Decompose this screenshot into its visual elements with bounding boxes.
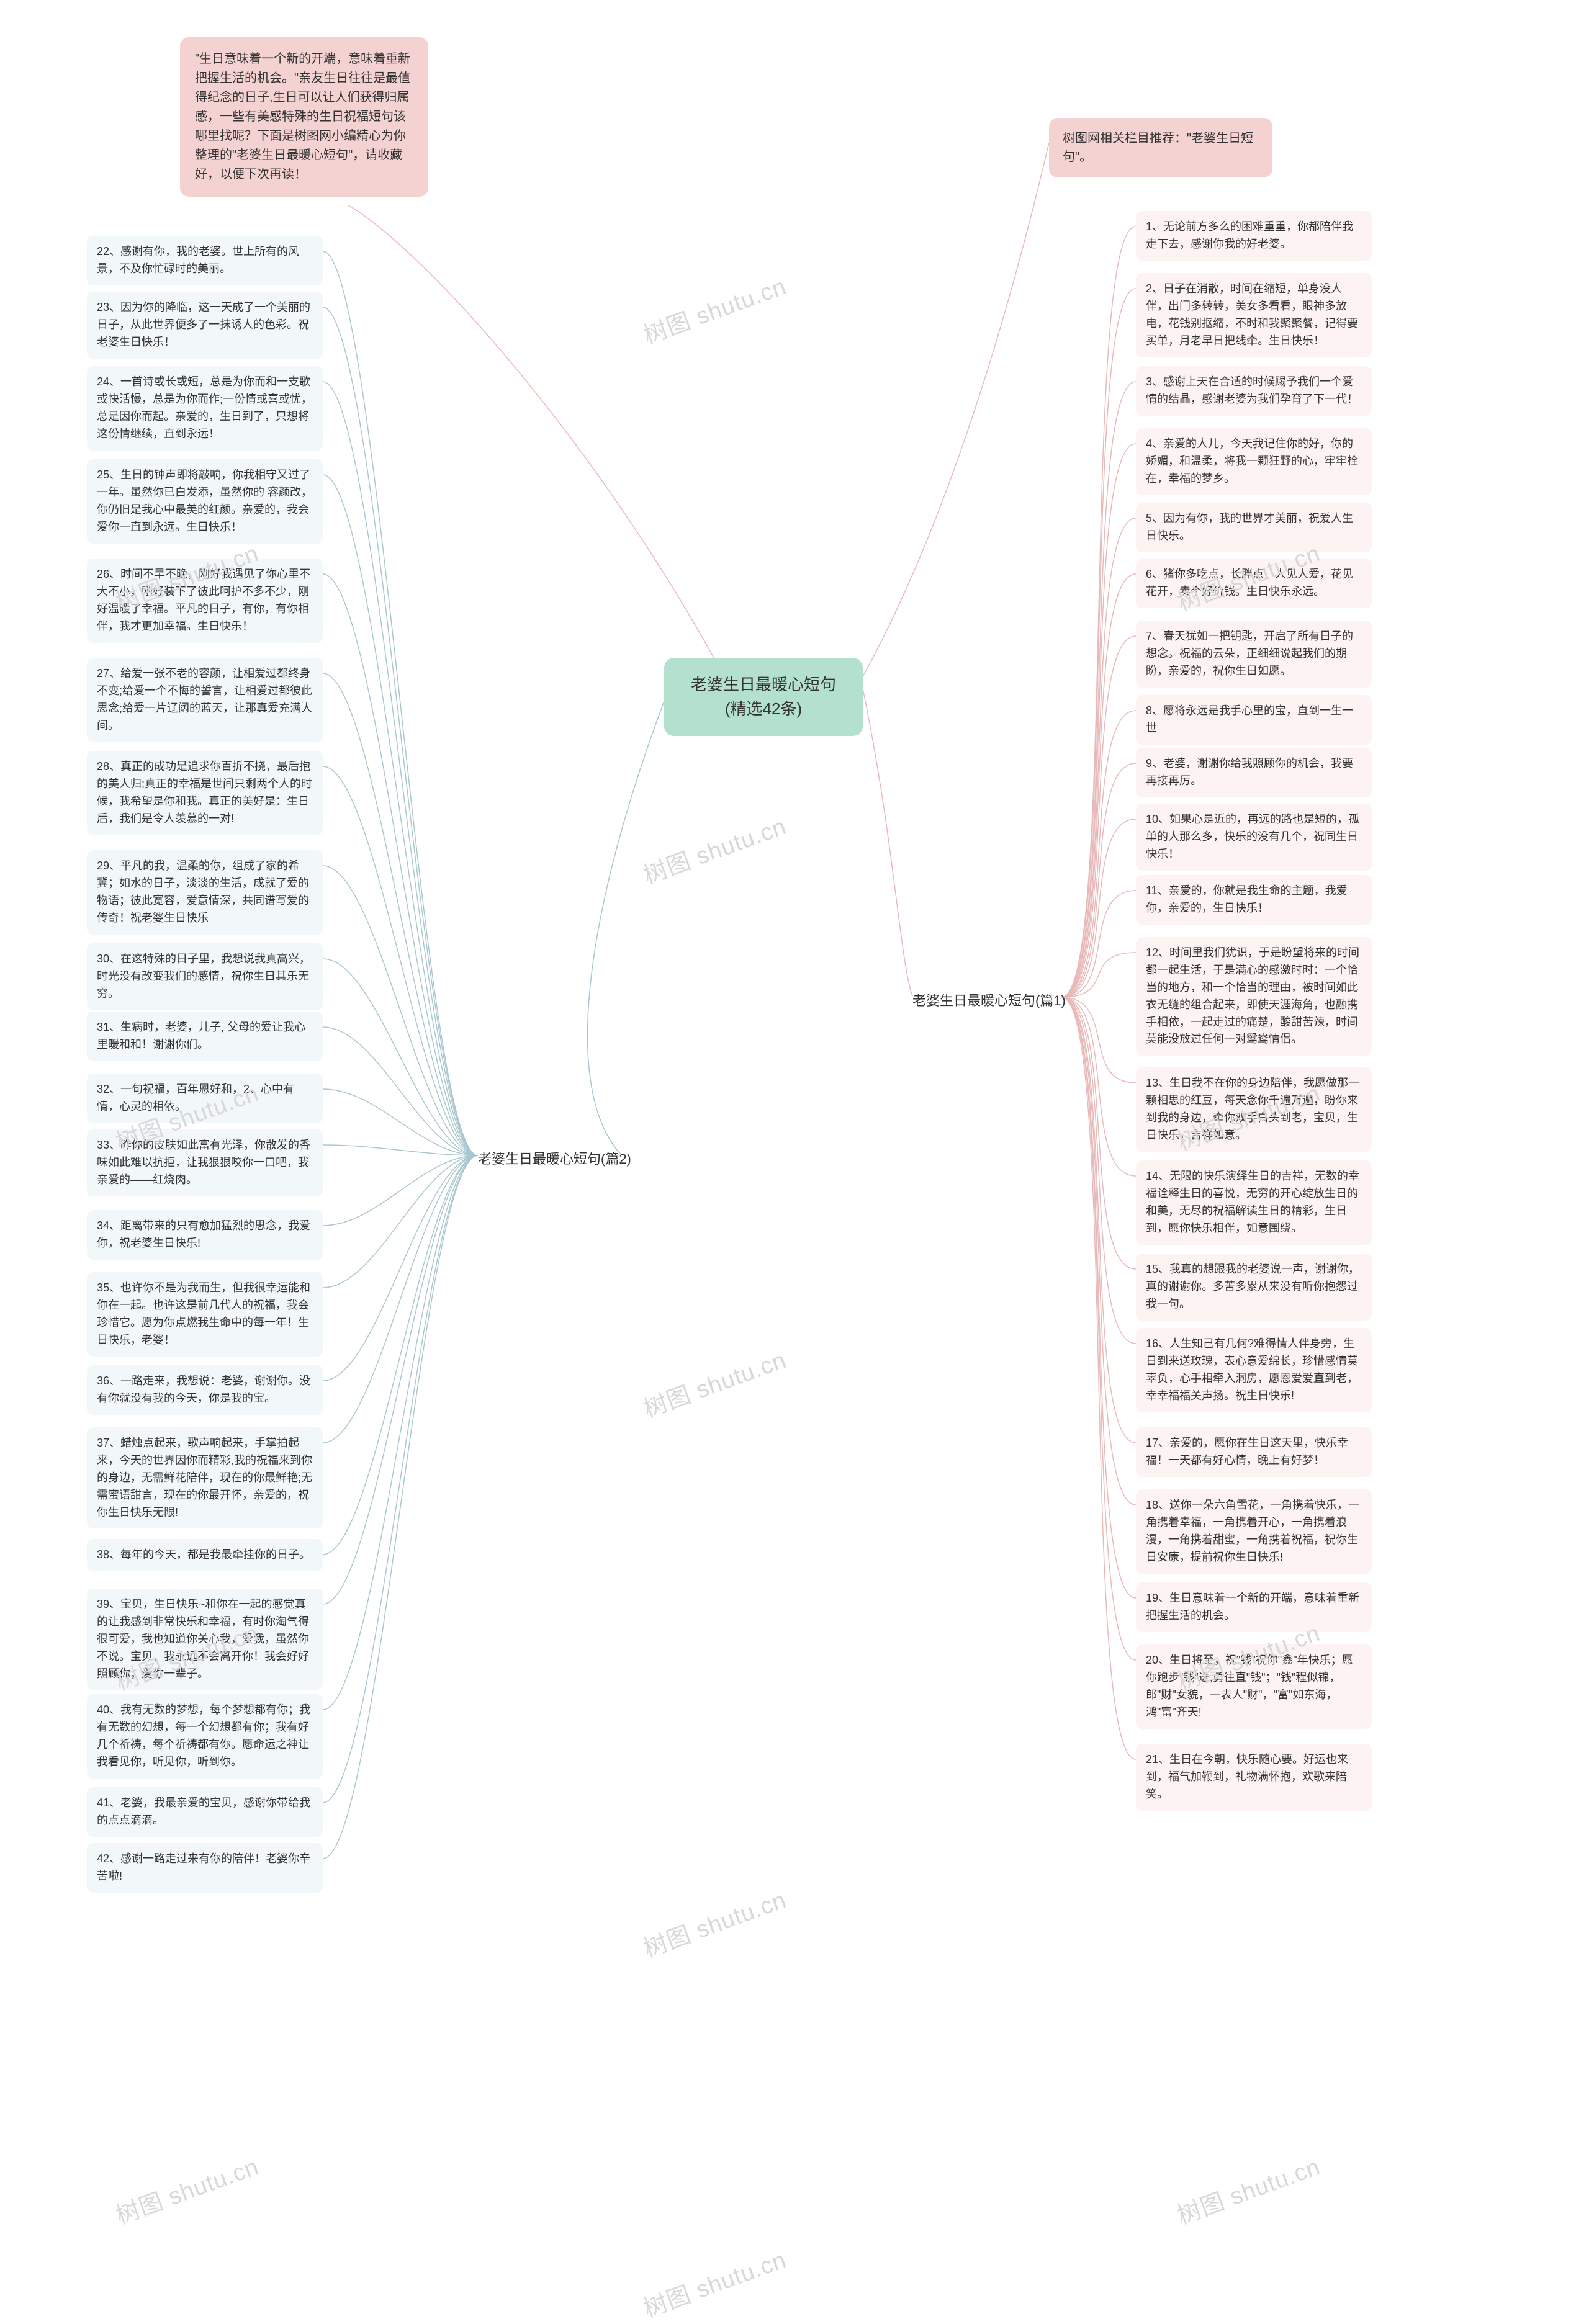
list-item: 32、一句祝福，百年恩好和，2、心中有情，心灵的相依。 [87, 1074, 323, 1123]
list-item: 12、时间里我们犹识，于是盼望将来的时间都一起生活，于是满心的感激时时：一个恰当… [1136, 937, 1372, 1056]
list-item: 9、老婆，谢谢你给我照顾你的机会，我要再接再厉。 [1136, 748, 1372, 797]
list-item: 25、生日的钟声即将敲响，你我相守又过了一年。虽然你已白发添，虽然你的 容颜改，… [87, 459, 323, 544]
list-item: 33、昨你的皮肤如此富有光泽，你散发的香味如此难以抗拒，让我狠狠咬你一口吧，我亲… [87, 1129, 323, 1196]
list-item: 3、感谢上天在合适的时候赐予我们一个爱情的结晶，感谢老婆为我们孕育了下一代！ [1136, 366, 1372, 416]
list-item: 4、亲爱的人儿，今天我记住你的好，你的娇媚，和温柔，将我一颗狂野的心，牢牢栓在，… [1136, 428, 1372, 495]
list-item: 37、蜡烛点起来，歌声响起来，手掌拍起来，今天的世界因你而精彩,我的祝福来到你的… [87, 1427, 323, 1528]
center-text: 老婆生日最暖心短句(精选42条) [691, 675, 836, 718]
list-item: 14、无限的快乐演绎生日的吉祥，无数的幸福诠释生日的喜悦，无穷的开心绽放生日的和… [1136, 1160, 1372, 1245]
list-item: 10、如果心是近的，再远的路也是短的，孤单的人那么多，快乐的没有几个，祝同生日快… [1136, 804, 1372, 871]
list-item: 38、每年的今天，都是我最牵挂你的日子。 [87, 1539, 323, 1571]
recommend-bubble: 树图网相关栏目推荐："老婆生日短句"。 [1049, 118, 1272, 177]
list-item: 1、无论前方多么的困难重重，你都陪伴我走下去，感谢你我的好老婆。 [1136, 211, 1372, 261]
watermark: 树图 shutu.cn [110, 2147, 263, 2230]
section-label-left-text: 老婆生日最暖心短句(篇2) [478, 1151, 631, 1167]
section-label-left: 老婆生日最暖心短句(篇2) [478, 1148, 631, 1168]
list-item: 13、生日我不在你的身边陪伴，我愿做那一颗相思的红豆，每天念你千遍万遍，盼你来到… [1136, 1067, 1372, 1152]
list-item: 7、春天犹如一把钥匙，开启了所有日子的想念。祝福的云朵，正细细说起我们的期盼，亲… [1136, 621, 1372, 688]
list-item: 29、平凡的我，温柔的你，组成了家的希冀；如水的日子，淡淡的生活，成就了爱的物语… [87, 850, 323, 935]
list-item: 41、老婆，我最亲爱的宝贝，感谢你带给我的点点滴滴。 [87, 1787, 323, 1837]
list-item: 17、亲爱的，愿你在生日这天里，快乐幸福！一天都有好心情，晚上有好梦！ [1136, 1427, 1372, 1477]
list-item: 35、也许你不是为我而生，但我很幸运能和你在一起。也许这是前几代人的祝福，我会珍… [87, 1272, 323, 1357]
watermark: 树图 shutu.cn [1172, 2147, 1324, 2230]
list-item: 31、生病时，老婆，儿子, 父母的爱让我心里暖和和！谢谢你们。 [87, 1012, 323, 1061]
list-item: 34、距离带来的只有愈加猛烈的思念，我爱你，祝老婆生日快乐! [87, 1210, 323, 1260]
section-label-right: 老婆生日最暖心短句(篇1) [912, 990, 1066, 1010]
intro-bubble: "生日意味着一个新的开端，意味着重新把握生活的机会。"亲友生日往往是最值得纪念的… [180, 37, 428, 197]
list-item: 24、一首诗或长或短，总是为你而和一支歌或快活慢，总是为你而作;一份情或喜或忧，… [87, 366, 323, 451]
watermark: 树图 shutu.cn [638, 2240, 790, 2323]
list-item: 5、因为有你，我的世界才美丽，祝爱人生日快乐。 [1136, 503, 1372, 552]
list-item: 16、人生知己有几何?难得情人伴身旁，生日到来送玫瑰，表心意爱绵长，珍惜感情莫辜… [1136, 1328, 1372, 1412]
list-item: 8、愿将永远是我手心里的宝，直到一生一世 [1136, 695, 1372, 745]
list-item: 28、真正的成功是追求你百折不挠，最后抱的美人归;真正的幸福是世间只剩两个人的时… [87, 751, 323, 835]
list-item: 2、日子在消散，时间在缩短，单身没人伴，出门多转转，美女多看看，眼神多放电，花钱… [1136, 273, 1372, 357]
list-item: 6、猪你多吃点，长胖点，人见人爱，花见花开，卖个好价钱。生日快乐永远。 [1136, 559, 1372, 608]
list-item: 27、给爱一张不老的容颜，让相爱过都终身不变;给爱一个不悔的誓言，让相爱过都彼此… [87, 658, 323, 742]
list-item: 15、我真的想跟我的老婆说一声，谢谢你，真的谢谢你。多苦多累从来没有听你抱怨过我… [1136, 1254, 1372, 1321]
list-item: 36、一路走来，我想说：老婆，谢谢你。没有你就没有我的今天，你是我的宝。 [87, 1365, 323, 1415]
intro-text: "生日意味着一个新的开端，意味着重新把握生活的机会。"亲友生日往往是最值得纪念的… [195, 52, 410, 181]
section-label-right-text: 老婆生日最暖心短句(篇1) [912, 993, 1066, 1008]
watermark: 树图 shutu.cn [638, 807, 790, 890]
list-item: 19、生日意味着一个新的开端，意味着重新把握生活的机会。 [1136, 1582, 1372, 1632]
list-item: 18、送你一朵六角雪花，一角携着快乐，一角携着幸福，一角携着开心，一角携着浪漫，… [1136, 1489, 1372, 1574]
list-item: 23、因为你的降临，这一天成了一个美丽的日子，从此世界便多了一抹诱人的色彩。祝老… [87, 292, 323, 359]
list-item: 22、感谢有你，我的老婆。世上所有的风景，不及你忙碌时的美丽。 [87, 236, 323, 285]
list-item: 30、在这特殊的日子里，我想说我真高兴，时光没有改变我们的感情，祝你生日其乐无穷… [87, 943, 323, 1010]
list-item: 26、时间不早不晚，刚好我遇见了你心里不大不小，刚好装下了彼此呵护不多不少，刚好… [87, 559, 323, 643]
list-item: 40、我有无数的梦想，每个梦想都有你；我有无数的幻想，每一个幻想都有你；我有好几… [87, 1694, 323, 1779]
list-item: 20、生日将至，祝"钱"祝你"鑫"年快乐；愿你跑步"钱"进,勇往直"钱"；"钱"… [1136, 1644, 1372, 1729]
list-item: 21、生日在今朝，快乐随心要。好运也来到，福气加鞭到，礼物满怀抱，欢歌来陪笑。 [1136, 1744, 1372, 1811]
list-item: 11、亲爱的，你就是我生命的主题，我爱你，亲爱的，生日快乐！ [1136, 875, 1372, 925]
list-item: 39、宝贝，生日快乐~和你在一起的感觉真的让我感到非常快乐和幸福，有时你淘气得很… [87, 1589, 323, 1690]
watermark: 树图 shutu.cn [638, 267, 790, 350]
center-node: 老婆生日最暖心短句(精选42条) [664, 658, 863, 736]
recommend-text: 树图网相关栏目推荐："老婆生日短句"。 [1063, 132, 1253, 164]
list-item: 42、感谢一路走过来有你的陪伴！老婆你辛苦啦! [87, 1843, 323, 1893]
watermark: 树图 shutu.cn [638, 1340, 790, 1424]
watermark: 树图 shutu.cn [638, 1880, 790, 1963]
